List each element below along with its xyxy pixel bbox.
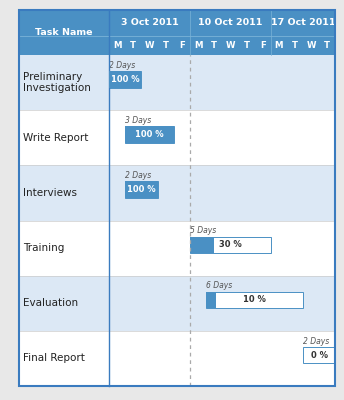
Text: F: F — [260, 41, 266, 50]
Text: Preliminary
Investigation: Preliminary Investigation — [23, 72, 91, 94]
Text: 2 Days: 2 Days — [125, 171, 151, 180]
Bar — [19, 55, 335, 110]
Bar — [19, 10, 335, 55]
Bar — [109, 71, 141, 88]
Bar — [125, 182, 158, 198]
Text: Training: Training — [23, 243, 64, 253]
Text: 6 Days: 6 Days — [206, 282, 232, 290]
Text: 10 Oct 2011: 10 Oct 2011 — [198, 18, 262, 27]
Text: 2 Days: 2 Days — [303, 337, 329, 346]
Bar — [125, 126, 174, 143]
Text: T: T — [211, 41, 217, 50]
Text: Interviews: Interviews — [23, 188, 77, 198]
Bar — [190, 236, 271, 253]
Text: M: M — [275, 41, 283, 50]
Text: 10 %: 10 % — [243, 296, 266, 304]
Bar — [303, 347, 335, 363]
Bar — [19, 276, 335, 331]
Bar — [19, 110, 335, 166]
Text: 17 Oct 2011: 17 Oct 2011 — [271, 18, 335, 27]
Text: Final Report: Final Report — [23, 354, 85, 364]
Text: 3 Oct 2011: 3 Oct 2011 — [121, 18, 179, 27]
Text: T: T — [292, 41, 298, 50]
Bar — [19, 220, 335, 276]
Text: M: M — [194, 41, 202, 50]
Text: 0 %: 0 % — [311, 351, 328, 360]
Text: T: T — [244, 41, 249, 50]
Text: T: T — [324, 41, 330, 50]
Text: 5 Days: 5 Days — [190, 226, 216, 235]
Text: W: W — [226, 41, 235, 50]
Text: Task Name: Task Name — [35, 28, 93, 37]
Text: Write Report: Write Report — [23, 133, 88, 143]
Text: Evaluation: Evaluation — [23, 298, 78, 308]
Bar — [19, 331, 335, 386]
Bar — [125, 182, 158, 198]
Bar — [125, 126, 174, 143]
Text: W: W — [307, 41, 316, 50]
Text: 100 %: 100 % — [111, 75, 140, 84]
Text: M: M — [113, 41, 121, 50]
Text: 3 Days: 3 Days — [125, 116, 151, 125]
Text: F: F — [179, 41, 185, 50]
Bar — [206, 292, 216, 308]
Text: 100 %: 100 % — [127, 185, 156, 194]
Text: 30 %: 30 % — [219, 240, 242, 249]
Bar — [190, 236, 214, 253]
Text: 100 %: 100 % — [135, 130, 164, 139]
Text: W: W — [145, 41, 154, 50]
Bar — [109, 71, 141, 88]
Bar — [19, 166, 335, 220]
Text: T: T — [130, 41, 136, 50]
Bar — [206, 292, 303, 308]
Text: T: T — [163, 41, 169, 50]
Text: 2 Days: 2 Days — [109, 61, 136, 70]
